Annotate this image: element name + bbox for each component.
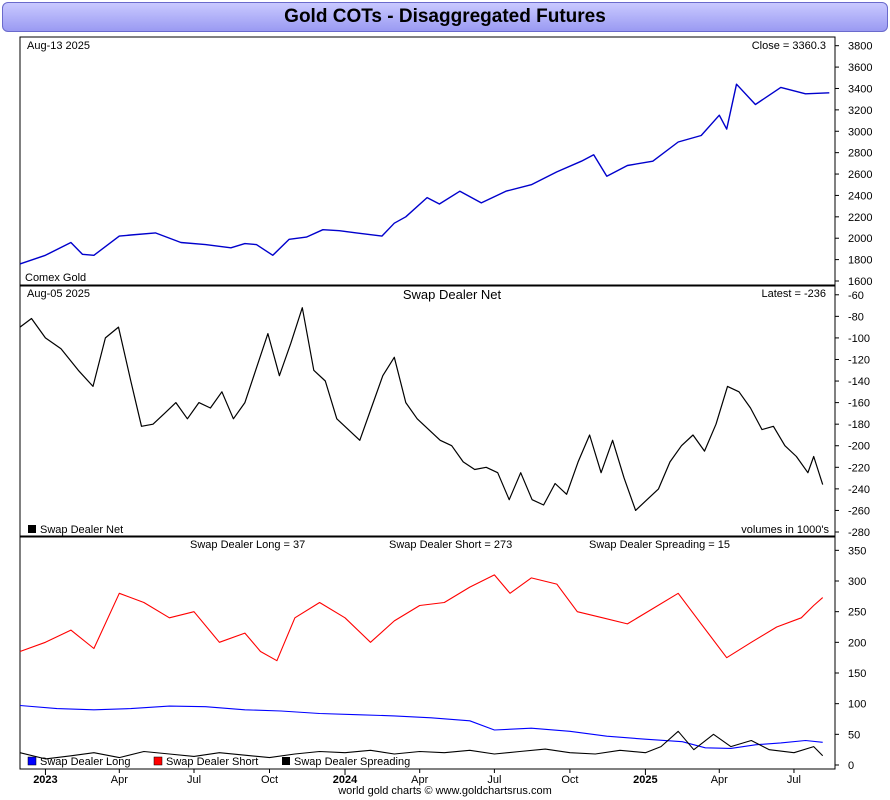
swap-dealer-long-line [19, 704, 823, 749]
legend-spreading-label: Swap Dealer Spreading [294, 756, 410, 768]
year-tick-label: 2023 [33, 774, 57, 786]
net-series-group [19, 307, 824, 511]
net-tick-label: -240 [848, 484, 870, 496]
x-axis: Apr Jul Oct Apr Jul Oct Apr Jul 2023 2024 2025 [33, 769, 801, 786]
price-panel-label: Comex Gold [25, 272, 86, 284]
price-series-group [19, 83, 830, 265]
positions-tick-label: 150 [848, 668, 866, 680]
legend-short-swatch [153, 756, 163, 766]
price-tick-label: 2400 [848, 190, 872, 202]
month-tick-label: Oct [261, 774, 278, 786]
positions-tick-label: 200 [848, 637, 866, 649]
price-tick-label: 3800 [848, 41, 872, 53]
net-panel-title: Swap Dealer Net [403, 287, 502, 302]
net-date-label: Aug-05 2025 [27, 288, 90, 300]
net-tick-label: -260 [848, 505, 870, 517]
month-tick-label: Jul [787, 774, 801, 786]
net-panel [19, 285, 836, 537]
net-tick-label: -280 [848, 527, 870, 539]
y-axis-ticks: 1600180020002200240026002800300032003400… [835, 41, 872, 772]
positions-panel [19, 536, 836, 770]
net-tick-label: -140 [848, 376, 870, 388]
price-tick-label: 2800 [848, 148, 872, 160]
year-tick-label: 2025 [633, 774, 657, 786]
positions-tick-label: 300 [848, 576, 866, 588]
price-tick-label: 1600 [848, 276, 872, 288]
net-tick-label: -220 [848, 462, 870, 474]
month-tick-label: Apr [111, 774, 128, 786]
legend-short-label: Swap Dealer Short [166, 756, 258, 768]
net-tick-label: -80 [848, 311, 864, 323]
price-tick-label: 2200 [848, 212, 872, 224]
price-tick-label: 3200 [848, 105, 872, 117]
positions-tick-label: 50 [848, 729, 860, 741]
credit-footer: world gold charts © www.goldchartsrus.co… [338, 785, 552, 797]
net-tick-label: -180 [848, 419, 870, 431]
month-tick-label: Apr [711, 774, 728, 786]
year-tick-label: 2024 [333, 774, 358, 786]
net-tick-label: -100 [848, 333, 870, 345]
short-value-label: Swap Dealer Short = 273 [389, 539, 512, 551]
gold-price-line [19, 83, 830, 265]
price-tick-label: 3400 [848, 83, 872, 95]
positions-tick-label: 250 [848, 607, 866, 619]
swap-dealer-spreading-line [19, 730, 824, 760]
positions-tick-label: 0 [848, 760, 854, 772]
long-value-label: Swap Dealer Long = 37 [190, 539, 305, 551]
price-tick-label: 3600 [848, 62, 872, 74]
units-label: volumes in 1000's [741, 524, 829, 536]
legend-long-label: Swap Dealer Long [40, 756, 131, 768]
legend-spreading-swatch [282, 757, 290, 765]
price-tick-label: 3000 [848, 126, 872, 138]
net-tick-label: -200 [848, 441, 870, 453]
positions-tick-label: 350 [848, 545, 866, 557]
month-tick-label: Jul [487, 774, 501, 786]
net-tick-label: -160 [848, 398, 870, 410]
positions-tick-label: 100 [848, 699, 866, 711]
legend-long-swatch [27, 756, 37, 766]
price-panel [19, 36, 836, 286]
net-tick-label: -120 [848, 354, 870, 366]
swap-dealer-short-line [19, 574, 824, 662]
swap-dealer-net-line [19, 307, 824, 511]
month-tick-label: Jul [187, 774, 201, 786]
month-tick-label: Oct [561, 774, 578, 786]
net-latest-label: Latest = -236 [761, 288, 826, 300]
month-tick-label: Apr [411, 774, 428, 786]
price-tick-label: 1800 [848, 255, 872, 267]
chart-title: Gold COTs - Disaggregated Futures [2, 2, 888, 32]
net-legend-label: Swap Dealer Net [40, 524, 123, 536]
net-tick-label: -60 [848, 290, 864, 302]
spreading-value-label: Swap Dealer Spreading = 15 [589, 539, 730, 551]
price-tick-label: 2000 [848, 233, 872, 245]
price-date-label: Aug-13 2025 [27, 40, 90, 52]
net-legend-swatch [28, 525, 36, 533]
price-tick-label: 2600 [848, 169, 872, 181]
price-close-label: Close = 3360.3 [752, 40, 826, 52]
positions-series-group [19, 574, 824, 760]
